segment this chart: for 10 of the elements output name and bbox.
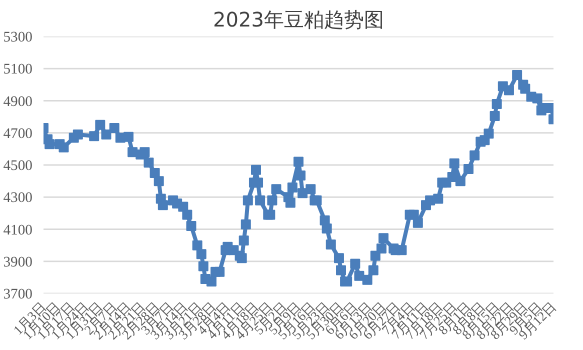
chart-title: 2023年豆粕趋势图: [213, 8, 384, 32]
y-tick-label: 4100: [3, 222, 32, 238]
y-tick-label: 4300: [3, 190, 32, 206]
y-tick-label: 3700: [3, 286, 32, 302]
y-tick-label: 4900: [3, 94, 32, 110]
y-tick-label: 5300: [3, 30, 32, 46]
y-tick-label: 3900: [3, 254, 32, 270]
y-tick-label: 4700: [3, 126, 32, 142]
y-tick-label: 5100: [3, 62, 32, 78]
y-tick-label: 4500: [3, 158, 32, 174]
